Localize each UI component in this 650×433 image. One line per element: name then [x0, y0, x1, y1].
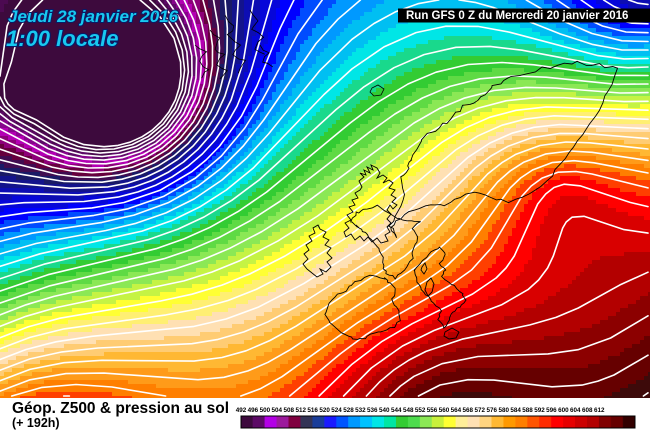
svg-text:508: 508 — [284, 407, 295, 414]
svg-text:496: 496 — [248, 407, 259, 414]
svg-text:564: 564 — [451, 407, 462, 414]
svg-text:556: 556 — [427, 407, 438, 414]
svg-text:524: 524 — [331, 407, 342, 414]
svg-text:Géop. Z500 & pression au sol: Géop. Z500 & pression au sol — [12, 400, 229, 417]
svg-text:580: 580 — [498, 407, 509, 414]
svg-text:572: 572 — [475, 407, 486, 414]
svg-text:596: 596 — [546, 407, 557, 414]
svg-text:600: 600 — [558, 407, 569, 414]
svg-text:608: 608 — [582, 407, 593, 414]
svg-text:492: 492 — [236, 407, 247, 414]
svg-text:588: 588 — [522, 407, 533, 414]
svg-text:532: 532 — [355, 407, 366, 414]
svg-text:560: 560 — [439, 407, 450, 414]
svg-text:528: 528 — [343, 407, 354, 414]
svg-text:520: 520 — [319, 407, 330, 414]
svg-text:552: 552 — [415, 407, 426, 414]
svg-text:536: 536 — [367, 407, 378, 414]
svg-text:512: 512 — [295, 407, 306, 414]
svg-text:548: 548 — [403, 407, 414, 414]
svg-text:612: 612 — [594, 407, 605, 414]
svg-text:592: 592 — [534, 407, 545, 414]
svg-text:544: 544 — [391, 407, 402, 414]
svg-text:(+ 192h): (+ 192h) — [12, 416, 60, 430]
svg-text:576: 576 — [486, 407, 497, 414]
svg-text:540: 540 — [379, 407, 390, 414]
svg-text:516: 516 — [307, 407, 318, 414]
svg-text:1:00 locale: 1:00 locale — [6, 26, 119, 51]
svg-text:568: 568 — [463, 407, 474, 414]
svg-text:504: 504 — [272, 407, 283, 414]
svg-text:584: 584 — [510, 407, 521, 414]
svg-text:500: 500 — [260, 407, 271, 414]
svg-text:604: 604 — [570, 407, 581, 414]
svg-text:Run GFS 0 Z du Mercredi 20 jan: Run GFS 0 Z du Mercredi 20 janvier 2016 — [406, 10, 628, 22]
svg-text:Jeudi 28 janvier 2016: Jeudi 28 janvier 2016 — [8, 7, 179, 26]
